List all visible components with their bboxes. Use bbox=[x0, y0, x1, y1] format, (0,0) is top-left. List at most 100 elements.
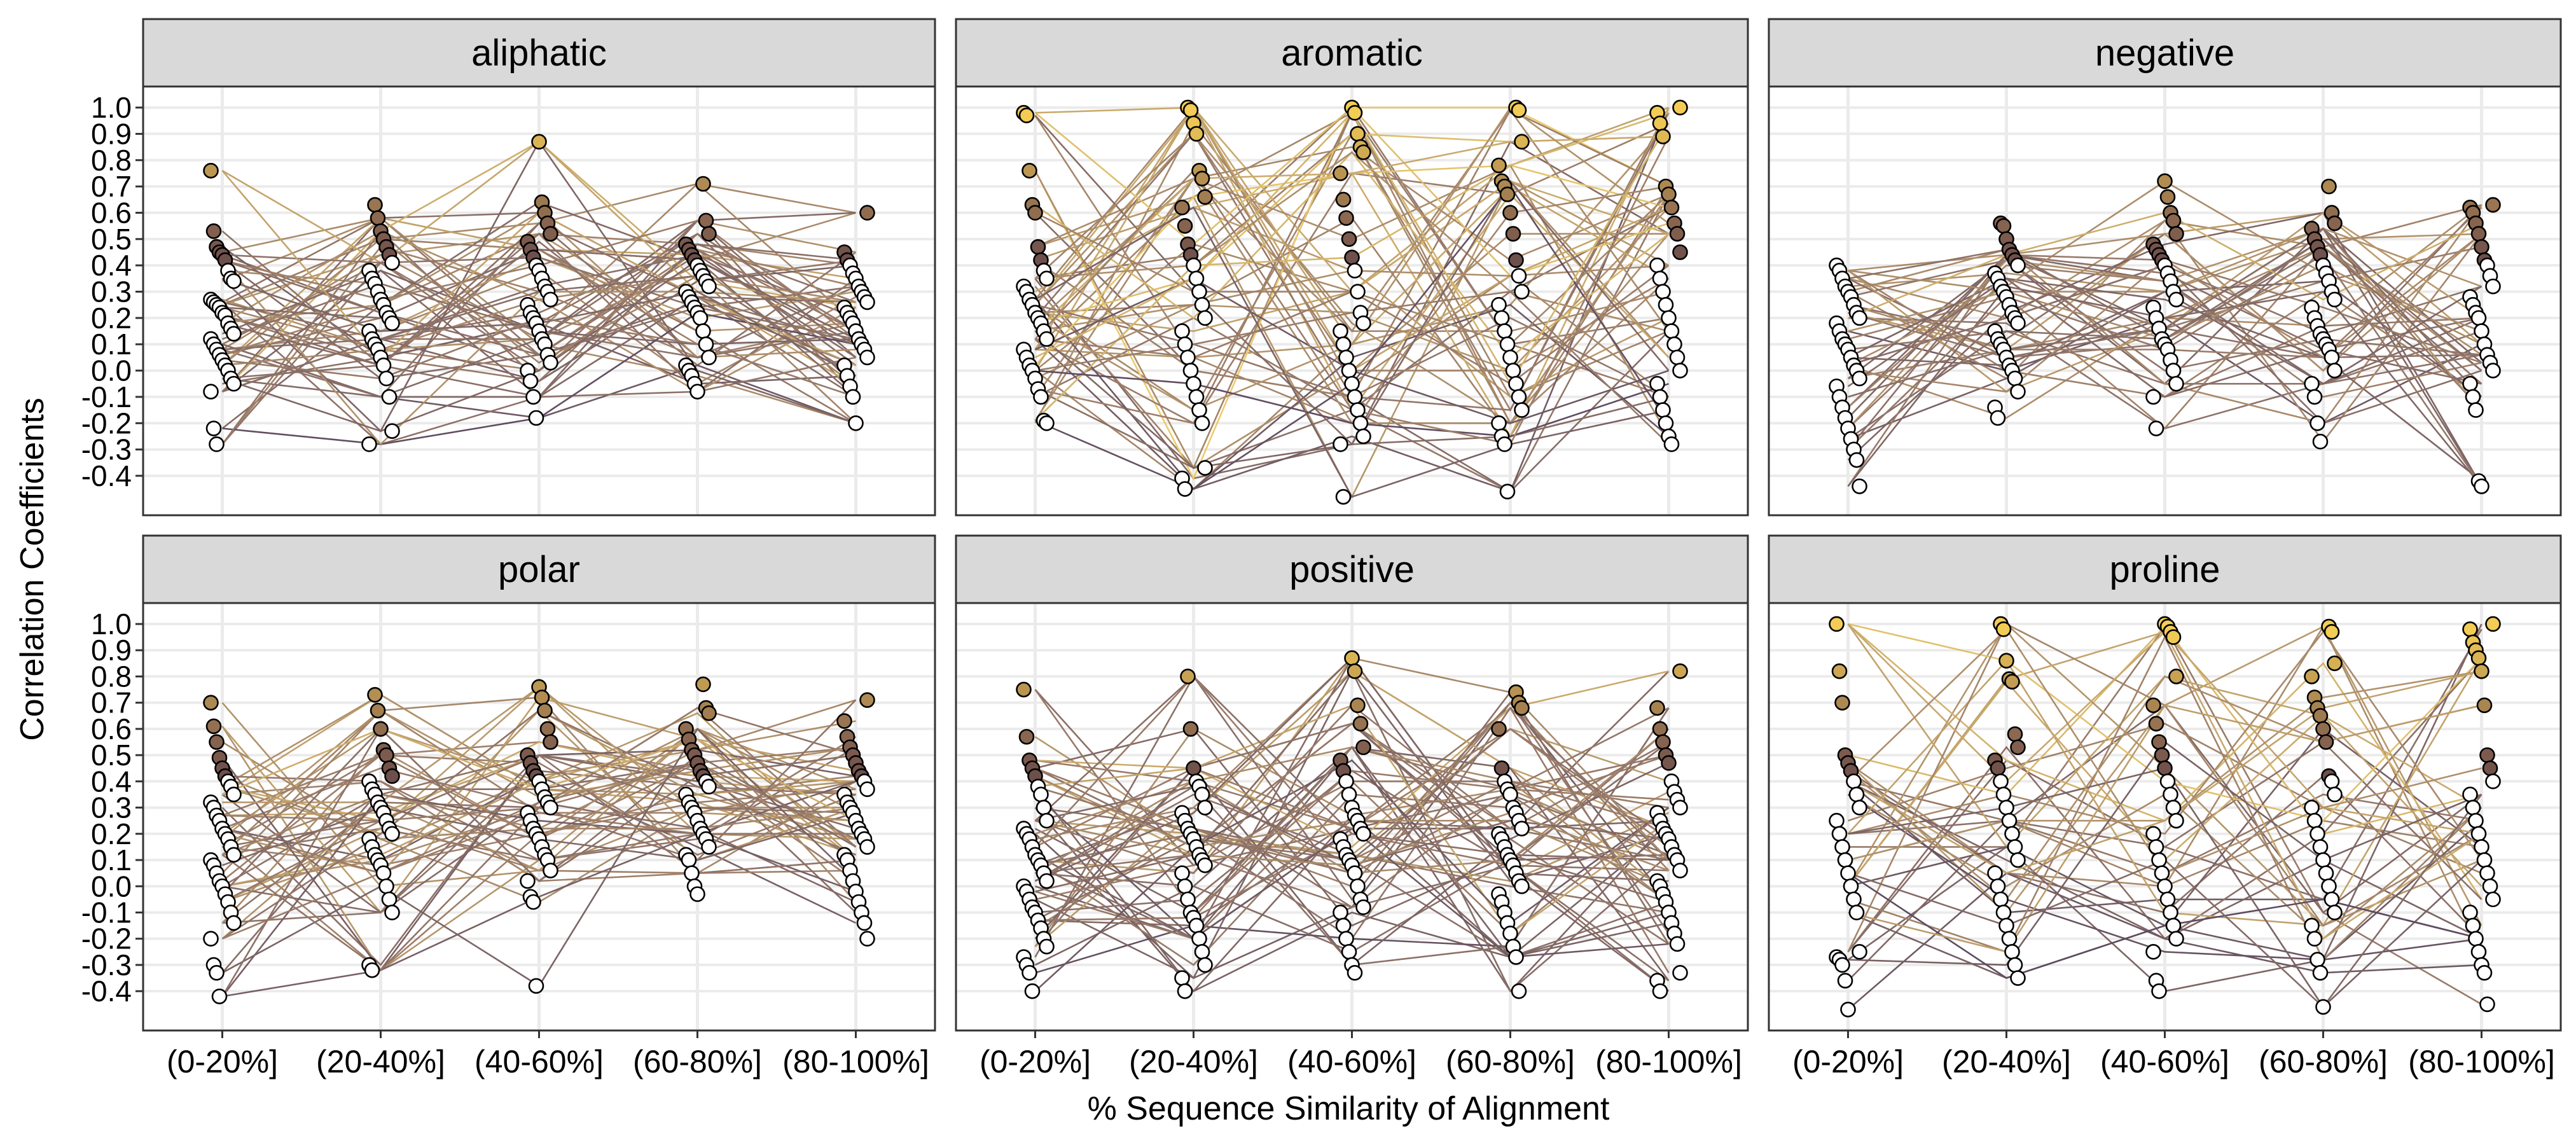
data-point bbox=[226, 915, 242, 931]
data-point bbox=[1355, 315, 1371, 331]
data-point bbox=[1194, 415, 1210, 431]
data-point bbox=[2312, 839, 2329, 855]
data-point bbox=[1197, 857, 1213, 873]
data-point bbox=[2327, 291, 2343, 308]
data-point bbox=[1347, 263, 1363, 279]
data-point bbox=[1350, 878, 1366, 894]
data-point bbox=[1491, 415, 1507, 431]
data-point bbox=[203, 695, 219, 711]
data-point bbox=[226, 273, 242, 289]
x-tick-label: (60-80%] bbox=[2259, 1044, 2388, 1079]
x-tick-label: (0-20%] bbox=[1792, 1044, 1904, 1079]
data-point bbox=[2485, 197, 2501, 213]
data-point bbox=[1990, 410, 2006, 426]
y-tick-label: -0.4 bbox=[81, 459, 132, 492]
facet-strip bbox=[955, 534, 1749, 604]
data-point bbox=[1039, 331, 1055, 347]
data-point bbox=[2168, 931, 2184, 947]
data-point bbox=[2304, 800, 2320, 815]
data-point bbox=[1499, 336, 1516, 352]
y-axis-title: Correlation Coefficients bbox=[14, 398, 51, 741]
data-point bbox=[836, 713, 852, 729]
data-point bbox=[1511, 983, 1527, 999]
data-point bbox=[1669, 226, 1686, 242]
data-point bbox=[2476, 965, 2493, 981]
data-point bbox=[2485, 616, 2501, 632]
data-point bbox=[2323, 891, 2340, 908]
data-point bbox=[543, 226, 558, 242]
data-point bbox=[1338, 349, 1354, 366]
data-point bbox=[1663, 436, 1680, 452]
panel-negative: negative bbox=[1768, 18, 2562, 517]
data-point bbox=[2479, 865, 2495, 881]
data-point bbox=[2163, 786, 2178, 803]
series-line bbox=[222, 275, 856, 366]
data-point bbox=[378, 747, 394, 763]
data-point bbox=[205, 718, 222, 735]
data-point bbox=[2312, 965, 2329, 981]
data-point bbox=[1197, 189, 1213, 205]
data-point bbox=[1021, 163, 1037, 179]
data-point bbox=[543, 734, 558, 750]
data-point bbox=[1852, 800, 1867, 815]
data-point bbox=[525, 389, 541, 405]
data-point bbox=[1344, 650, 1360, 666]
data-point bbox=[2168, 375, 2184, 392]
series-line bbox=[222, 736, 857, 874]
data-point bbox=[2010, 384, 2026, 399]
data-point bbox=[1182, 363, 1199, 378]
data-point bbox=[1197, 800, 1213, 815]
series-line bbox=[1034, 674, 1670, 958]
data-point bbox=[2165, 363, 2182, 378]
panel-positive: positive(0-20%] (20-40%] (40-60%] (60-80%](… bbox=[955, 534, 1749, 1079]
series-line bbox=[1034, 206, 1669, 498]
data-point bbox=[378, 878, 394, 894]
data-point bbox=[856, 915, 873, 931]
data-point bbox=[1834, 839, 1850, 855]
data-point bbox=[1186, 257, 1201, 274]
data-point bbox=[2474, 478, 2489, 494]
data-point bbox=[2306, 812, 2323, 829]
series-line bbox=[1034, 689, 1669, 914]
data-point bbox=[1497, 436, 1513, 452]
data-point bbox=[1993, 774, 2009, 789]
data-point bbox=[1499, 186, 1516, 202]
data-point bbox=[1194, 296, 1210, 313]
y-tick-label: -0.1 bbox=[81, 380, 132, 413]
data-point bbox=[525, 894, 541, 910]
data-point bbox=[1341, 944, 1357, 960]
facet-title: positive bbox=[1289, 549, 1415, 590]
data-point bbox=[1655, 128, 1671, 144]
y-tick-label: -0.1 bbox=[81, 896, 132, 929]
data-point bbox=[2151, 852, 2167, 868]
data-point bbox=[859, 692, 875, 708]
data-point bbox=[2474, 839, 2489, 855]
data-point bbox=[2304, 917, 2320, 934]
data-point bbox=[1508, 252, 1524, 268]
data-point bbox=[2151, 983, 2167, 999]
y-tick-label: 0.3 bbox=[91, 791, 132, 824]
data-point bbox=[543, 863, 558, 878]
data-point bbox=[2470, 826, 2487, 842]
series-line bbox=[1034, 107, 1670, 493]
data-point bbox=[528, 978, 544, 994]
data-point bbox=[2309, 952, 2325, 968]
data-point bbox=[1511, 268, 1527, 284]
data-point bbox=[1177, 336, 1193, 352]
data-point bbox=[1502, 786, 1518, 803]
data-point bbox=[1347, 965, 1363, 981]
data-point bbox=[1990, 878, 2006, 894]
data-point bbox=[2165, 917, 2182, 934]
data-point bbox=[2007, 370, 2023, 387]
data-point bbox=[1188, 917, 1205, 934]
data-point bbox=[1852, 478, 1867, 494]
data-point bbox=[1194, 170, 1210, 187]
panel-aliphatic: aliphatic 1.00.90.80.70.60.50.40.30.20.10… bbox=[81, 18, 936, 517]
data-point bbox=[1843, 878, 1859, 894]
y-tick-label: 0.5 bbox=[91, 223, 132, 256]
y-axis-ticks: 1.00.90.80.70.60.50.40.30.20.10.0-0.1-0.… bbox=[81, 91, 143, 492]
series-line bbox=[221, 727, 857, 997]
data-point bbox=[2309, 826, 2325, 842]
data-point bbox=[1661, 755, 1677, 771]
